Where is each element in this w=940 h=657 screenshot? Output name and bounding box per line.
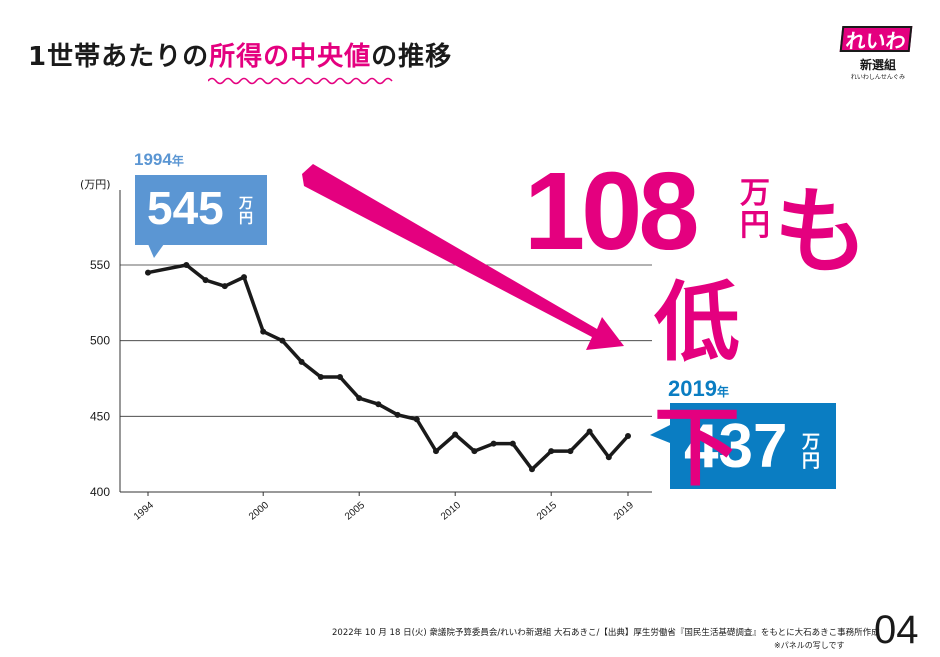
headline-amount: 108	[524, 150, 700, 273]
data-point-2009	[433, 448, 439, 455]
x-tick-label-2015: 2015	[535, 500, 559, 523]
title-part2: の推移	[371, 42, 453, 72]
data-point-1997	[202, 277, 209, 284]
logo-sub: 新選組	[859, 58, 896, 72]
start-unit: 万円	[239, 196, 253, 227]
decline-arrow	[302, 164, 624, 350]
data-point-2006	[375, 401, 382, 408]
data-point-1994	[145, 269, 151, 276]
end-year-suffix: 年	[716, 385, 729, 399]
data-point-2014	[529, 466, 535, 473]
start-year-label: 1994年	[134, 150, 184, 170]
headline-unit: 万円	[740, 177, 770, 242]
party-logo: れいわ 新選組 れいわしんせんぐみ	[837, 20, 917, 81]
title-highlight: 所得の中央値	[209, 42, 372, 72]
y-tick-label-400: 400	[90, 485, 110, 499]
end-value-callout: 437 万円	[670, 403, 836, 489]
data-point-2019	[625, 433, 631, 440]
data-point-2008	[413, 416, 420, 423]
start-year-suffix: 年	[171, 154, 184, 168]
data-point-2012	[490, 440, 497, 447]
x-tick-label-1994: 1994	[132, 500, 156, 523]
x-tick-label-2019: 2019	[612, 500, 636, 523]
start-year: 1994	[134, 150, 172, 169]
page-title: 1世帯あたりの所得の中央値の推移	[28, 36, 452, 73]
data-point-2002	[298, 358, 305, 365]
start-callout-pointer	[148, 244, 164, 258]
logo-tiny: れいわしんせんぐみ	[850, 74, 906, 81]
y-tick-label-500: 500	[90, 334, 110, 348]
title-part1: 1世帯あたりの	[28, 42, 210, 72]
data-point-2015	[548, 448, 555, 455]
series-line-0	[147, 263, 630, 472]
page-number: 04	[874, 608, 919, 652]
start-value-callout: 545 万円	[135, 175, 267, 245]
x-tick-label-2010: 2010	[439, 500, 463, 523]
x-tick-label-2005: 2005	[343, 500, 367, 523]
end-year-label: 2019年	[668, 376, 729, 402]
data-point-2010	[452, 431, 459, 438]
x-tick-label-2000: 2000	[247, 500, 271, 523]
data-point-2004	[337, 373, 343, 380]
end-unit: 万円	[802, 432, 820, 472]
data-point-2018	[605, 454, 612, 461]
y-tick-label-450: 450	[90, 409, 110, 423]
end-value: 437	[684, 412, 788, 481]
footer-note: ※パネルの写しです	[774, 641, 845, 650]
data-point-2016	[567, 448, 574, 455]
data-point-2017	[586, 428, 593, 435]
y-axis-label: (万円)	[80, 178, 111, 191]
data-point-2007	[394, 411, 401, 418]
data-point-2003	[317, 373, 324, 380]
end-year: 2019	[668, 376, 717, 401]
data-point-2001	[279, 337, 286, 344]
headline-drop: 低下	[654, 275, 744, 496]
footer-source: 2022年 10 月 18 日(火) 衆議院予算委員会/れいわ新選組 大石あきこ…	[332, 628, 880, 638]
data-point-1999	[241, 274, 247, 281]
y-tick-label-550: 550	[90, 258, 110, 272]
title-underline-wave	[208, 77, 393, 85]
headline-mo: も	[774, 179, 869, 284]
data-point-2000	[260, 328, 267, 335]
start-value: 545	[147, 182, 224, 234]
data-point-2011	[471, 448, 478, 455]
data-point-2013	[509, 440, 516, 447]
data-point-1996	[183, 262, 190, 268]
end-callout-pointer	[650, 425, 670, 443]
data-point-2005	[356, 395, 363, 402]
data-point-1998	[221, 283, 228, 290]
